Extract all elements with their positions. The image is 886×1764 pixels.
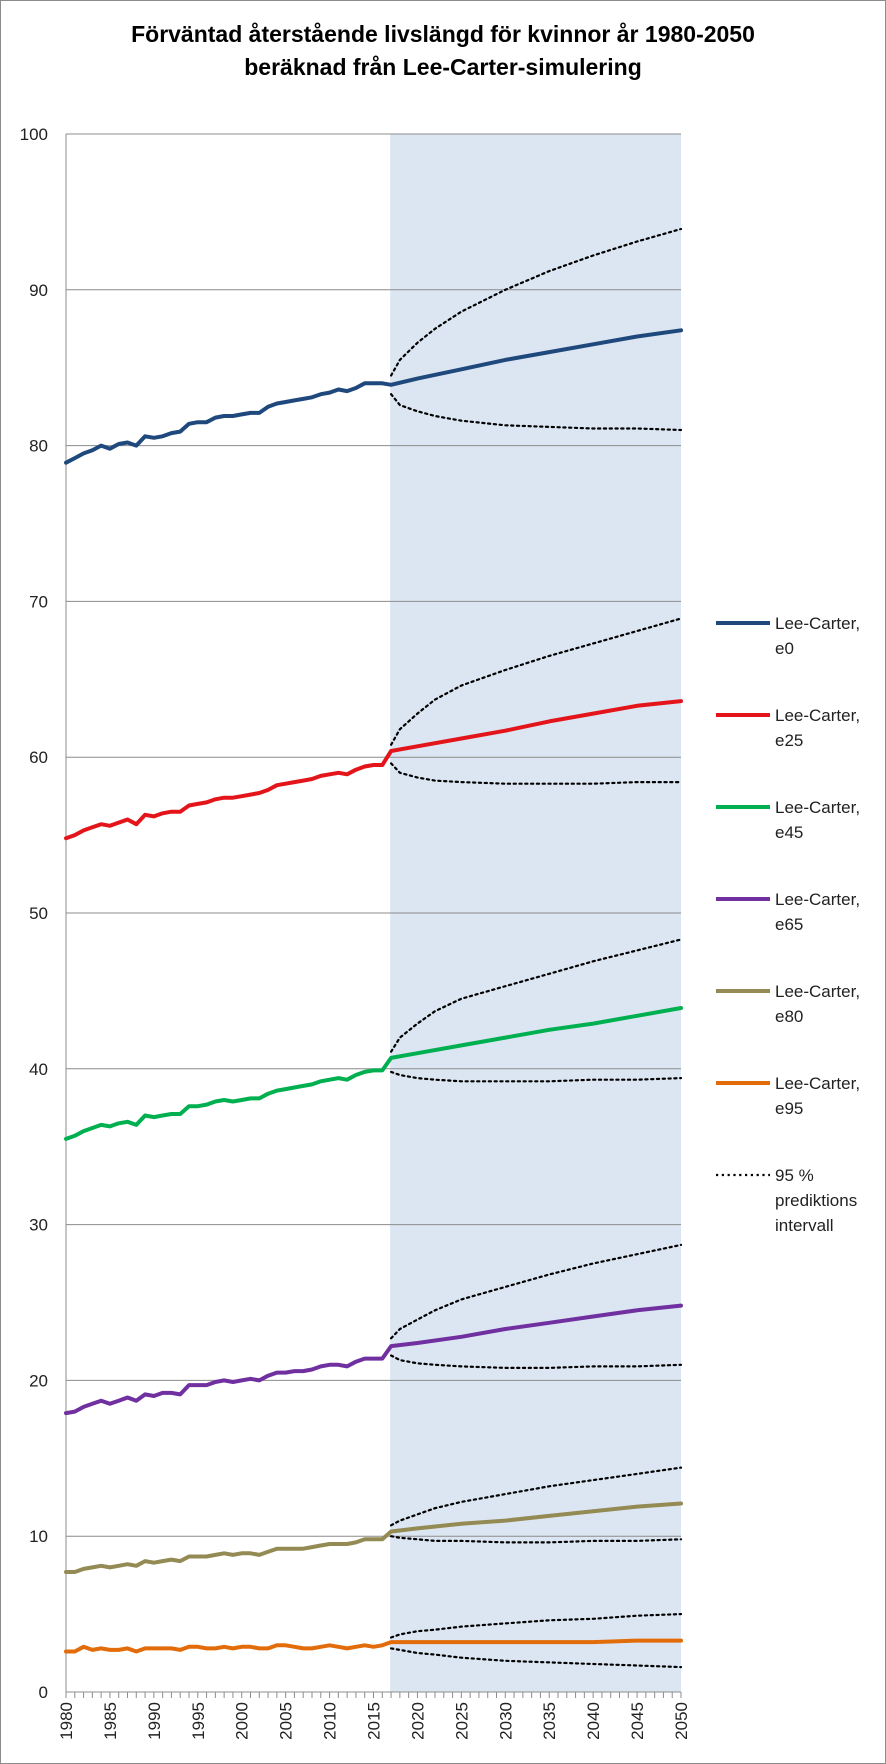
legend-label: e45 [775,823,803,842]
legend-label: Lee-Carter, [775,982,860,1001]
series-lines [64,227,683,1669]
legend-label: e0 [775,639,794,658]
prediction-interval-upper [390,617,683,746]
x-tick-label: 2020 [408,1702,427,1740]
prediction-interval-lower [390,1535,683,1544]
legend-label: e65 [775,915,803,934]
series-line [64,699,683,841]
legend-label: 95 % [775,1166,814,1185]
x-tick-label: 2005 [277,1702,296,1740]
y-tick-label: 50 [29,904,48,923]
prediction-interval-upper [390,1243,683,1340]
subtitle-line: beräknad från Lee-Carter-simulering [244,54,642,80]
prediction-interval-upper [390,1613,683,1639]
prediction-interval-upper [390,227,683,377]
legend-label: Lee-Carter, [775,890,860,909]
x-tick-label: 2045 [628,1702,647,1740]
legend-label: e25 [775,731,803,750]
prediction-interval-lower [390,762,683,785]
series-line [64,1501,683,1574]
series-line [64,1006,683,1141]
x-tick-label: 2015 [365,1702,384,1740]
legend-label: Lee-Carter, [775,706,860,725]
legend: Lee-Carter, e0 Lee-Carter, e25 Lee-Carter, e4… [716,614,860,1235]
y-tick-label: 40 [29,1060,48,1079]
y-tick-label: 90 [29,281,48,300]
y-tick-label: 60 [29,748,48,767]
x-tick-label: 2000 [233,1702,252,1740]
y-tick-label: 30 [29,1216,48,1235]
y-tick-label: 20 [29,1371,48,1390]
title-line: Förväntad återstående livslängd för kvin… [131,21,755,47]
x-tick-label: 2030 [496,1702,515,1740]
prediction-interval-lower [390,1354,683,1369]
prediction-interval-lower [390,1647,683,1669]
series-line [64,1638,683,1654]
prediction-interval-lower [390,393,683,432]
legend-label: Lee-Carter, [775,798,860,817]
prediction-interval-upper [390,938,683,1053]
x-tick-label: 2050 [672,1702,691,1740]
x-tick-label: 2025 [452,1702,471,1740]
y-tick-label: 0 [39,1683,48,1702]
x-tick-label: 1990 [145,1702,164,1740]
x-tick-label: 1985 [101,1702,120,1740]
series-line [64,1303,683,1416]
x-tick-label: 2035 [540,1702,559,1740]
legend-label: prediktions [775,1191,857,1210]
legend-label: Lee-Carter, [775,1074,860,1093]
legend-label: intervall [775,1216,834,1235]
y-tick-label: 100 [20,125,48,144]
series-line [64,328,683,465]
y-tick-label: 70 [29,592,48,611]
x-tick-label: 2010 [321,1702,340,1740]
y-tick-label: 10 [29,1527,48,1546]
x-tick-label: 2040 [584,1702,603,1740]
x-tick-label: 1980 [57,1702,76,1740]
prediction-interval-lower [390,1070,683,1083]
legend-label: e80 [775,1007,803,1026]
legend-label: e95 [775,1099,803,1118]
x-tick-label: 1995 [189,1702,208,1740]
y-tick-label: 80 [29,437,48,456]
legend-label: Lee-Carter, [775,614,860,633]
chart-title: Förväntad återstående livslängd för kvin… [0,18,886,84]
prediction-interval-upper [390,1466,683,1527]
